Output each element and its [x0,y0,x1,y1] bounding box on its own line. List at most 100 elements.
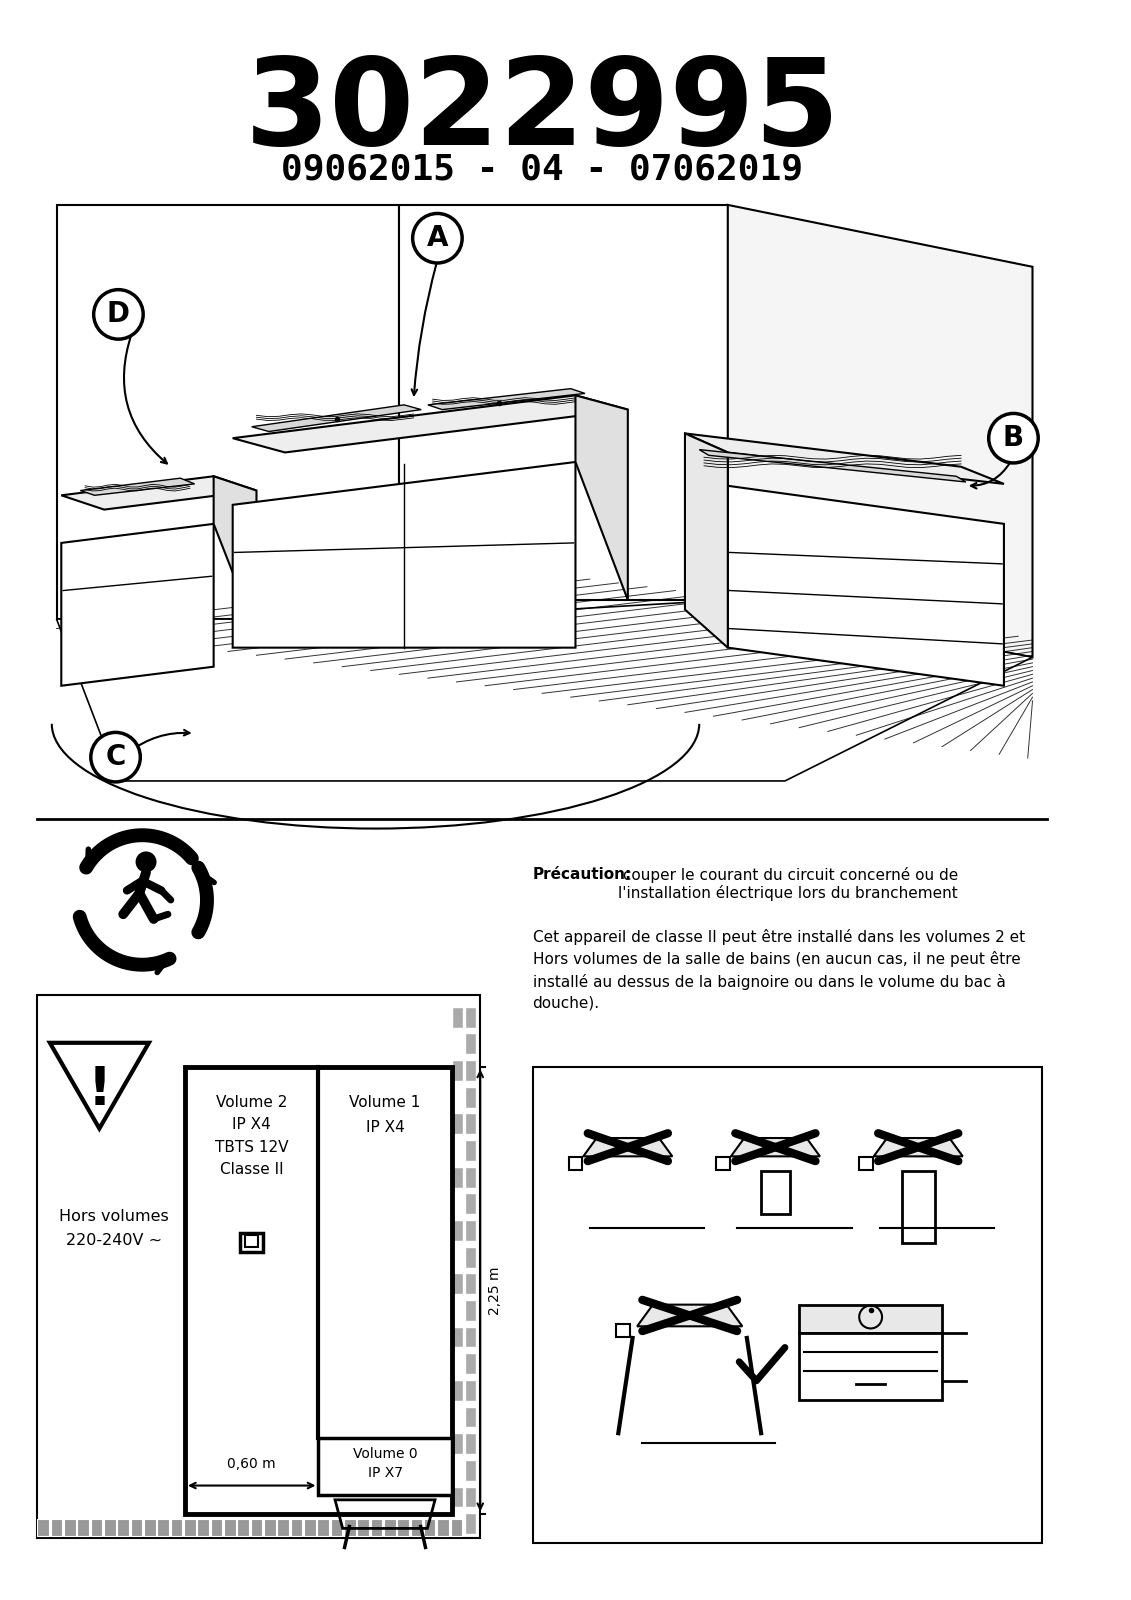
Bar [90,1518,102,1536]
Bar [251,1518,262,1536]
Polygon shape [80,478,195,496]
Bar [716,1157,729,1170]
Bar [385,1518,396,1536]
Polygon shape [699,450,966,482]
Bar [131,1518,143,1536]
Polygon shape [428,389,585,410]
Polygon shape [584,1138,672,1157]
Bar [451,1219,463,1242]
Polygon shape [576,395,628,600]
Bar [291,1518,302,1536]
Bar [465,1299,476,1322]
Bar [860,1157,872,1170]
Text: 09062015 - 04 - 07062019: 09062015 - 04 - 07062019 [282,152,803,187]
Circle shape [94,290,144,339]
Polygon shape [728,205,1033,658]
Bar [800,1333,942,1400]
Bar [198,1518,209,1536]
Circle shape [136,851,156,872]
Bar [240,1234,264,1253]
Bar [901,1171,935,1243]
Bar [616,1323,630,1338]
Bar [465,1194,476,1214]
Bar [344,1518,355,1536]
Bar [465,1219,476,1242]
Polygon shape [685,434,728,648]
Circle shape [988,413,1038,462]
Bar [451,1059,463,1082]
Polygon shape [57,205,399,619]
Bar [424,1518,435,1536]
Bar [78,1518,89,1536]
Bar [330,1518,343,1536]
Bar [465,1059,476,1082]
Text: couper le courant du circuit concerné ou de
l'installation électrique lors du br: couper le courant du circuit concerné ou… [619,867,959,901]
Bar [451,1434,463,1454]
Text: Hors volumes
220-240V ~: Hors volumes 220-240V ~ [59,1208,169,1248]
Bar [245,1235,258,1246]
Bar [465,1166,476,1187]
Bar [451,1274,463,1294]
Bar [185,1067,451,1514]
Bar [397,1518,408,1536]
Bar [465,1034,476,1054]
Bar [118,1518,129,1536]
Bar [465,1086,476,1107]
Bar [144,1518,156,1536]
Text: 0,60 m: 0,60 m [227,1458,276,1472]
Bar [411,1518,422,1536]
Bar [64,1518,76,1536]
Text: A: A [426,224,448,253]
Bar [357,1518,369,1536]
Bar [465,1434,476,1454]
Polygon shape [874,1138,962,1157]
Bar [371,1518,382,1536]
Bar [465,1354,476,1374]
Bar [451,1166,463,1187]
Polygon shape [731,1138,820,1157]
Text: 2,25 m: 2,25 m [487,1266,502,1315]
Bar [451,1326,463,1347]
Circle shape [413,213,463,262]
Bar [277,1518,288,1536]
Polygon shape [61,477,257,509]
Bar [318,1518,329,1536]
Circle shape [90,733,140,782]
Bar [157,1518,169,1536]
Polygon shape [685,434,1004,483]
Bar [465,1459,476,1480]
Text: Volume 1
IP X4: Volume 1 IP X4 [349,1094,421,1134]
Bar [451,1518,463,1536]
Bar [800,1304,942,1333]
Bar [451,1379,463,1402]
Bar [104,1518,115,1536]
Bar [465,1514,476,1534]
Bar [184,1518,196,1536]
Bar [465,1114,476,1134]
Polygon shape [637,1304,742,1326]
Text: Précaution:: Précaution: [533,867,632,882]
Text: D: D [107,301,130,328]
Bar [451,1114,463,1134]
Bar [265,1518,276,1536]
Text: !: ! [87,1064,111,1115]
Bar [451,1486,463,1507]
Bar [465,1006,476,1027]
Bar [210,1518,222,1536]
Bar [465,1139,476,1162]
Bar [304,1518,316,1536]
Bar [224,1518,235,1536]
Polygon shape [233,462,576,648]
Bar [465,1379,476,1402]
Bar [319,1438,451,1494]
Bar [465,1246,476,1267]
Bar [451,1006,463,1027]
Text: C: C [105,742,126,771]
Bar [465,1326,476,1347]
Text: Volume 2
IP X4
TBTS 12V
Classe II: Volume 2 IP X4 TBTS 12V Classe II [215,1094,288,1176]
Polygon shape [233,395,628,453]
Bar [569,1157,582,1170]
Bar [37,995,481,1538]
Polygon shape [728,486,1004,686]
Bar [465,1486,476,1507]
